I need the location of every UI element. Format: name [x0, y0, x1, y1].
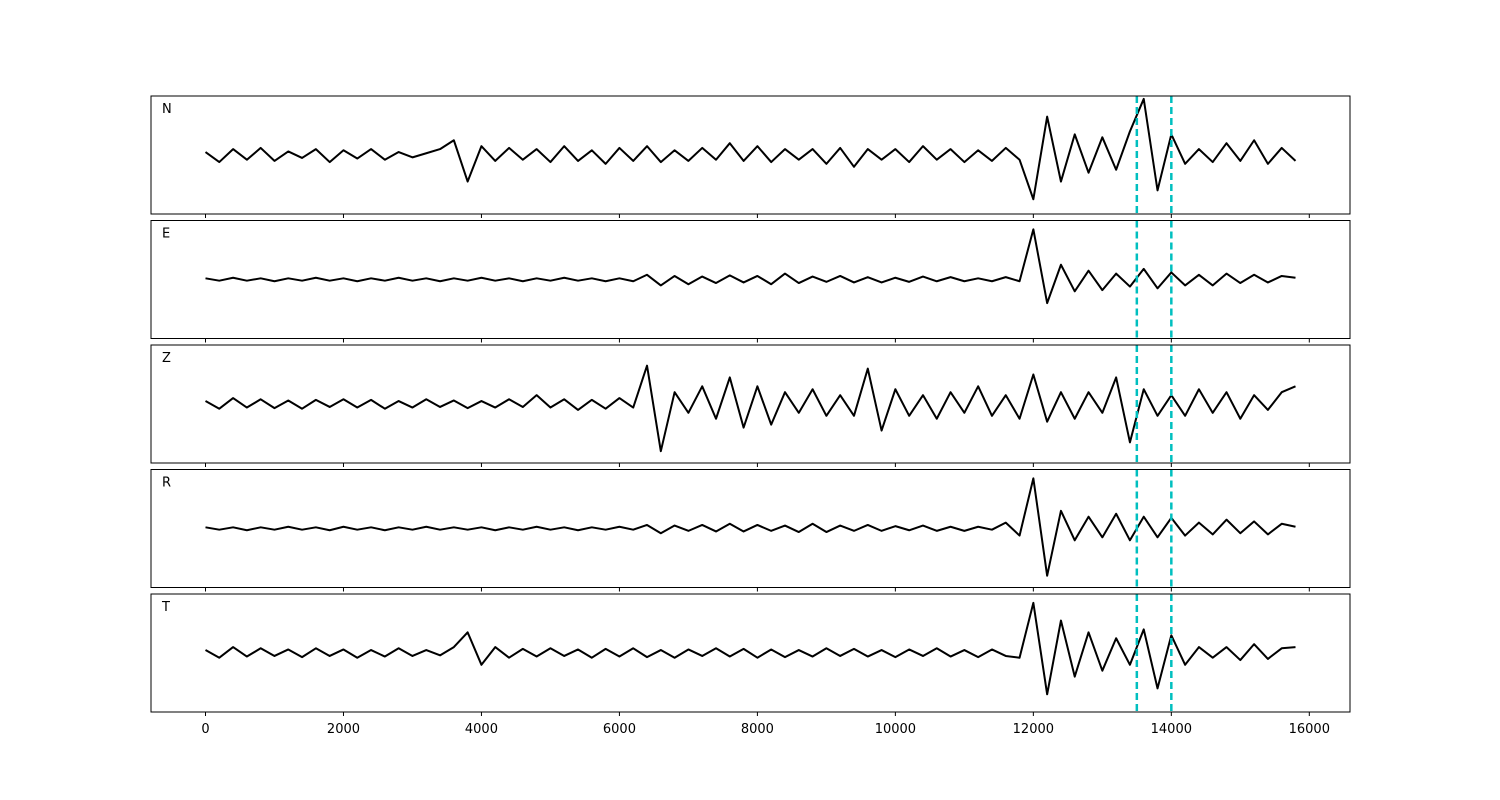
x-tick-label: 10000: [875, 722, 916, 737]
x-tick-label: 6000: [603, 722, 636, 737]
panel-label: R: [162, 476, 171, 491]
panel-frame: [150, 344, 1351, 464]
panel-label: T: [161, 600, 170, 615]
panel-label: Z: [162, 351, 171, 366]
trace: [205, 364, 1296, 453]
panel-frame: [150, 593, 1351, 713]
x-tick-label: 16000: [1289, 722, 1330, 737]
panel-label: E: [162, 227, 170, 242]
x-tick-label: 4000: [465, 722, 498, 737]
trace: [205, 477, 1296, 577]
panel-label: N: [162, 102, 172, 117]
x-tick-label: 12000: [1013, 722, 1054, 737]
trace: [204, 97, 1297, 201]
panel-frame: [150, 469, 1351, 588]
x-tick-label: 14000: [1151, 722, 1192, 737]
trace: [205, 228, 1296, 305]
trace: [205, 601, 1296, 696]
panel-frame: [150, 95, 1351, 215]
panel-frame: [150, 220, 1351, 339]
x-tick-label: 8000: [741, 722, 774, 737]
x-tick-label: 2000: [327, 722, 360, 737]
x-tick-label: 0: [201, 722, 209, 737]
